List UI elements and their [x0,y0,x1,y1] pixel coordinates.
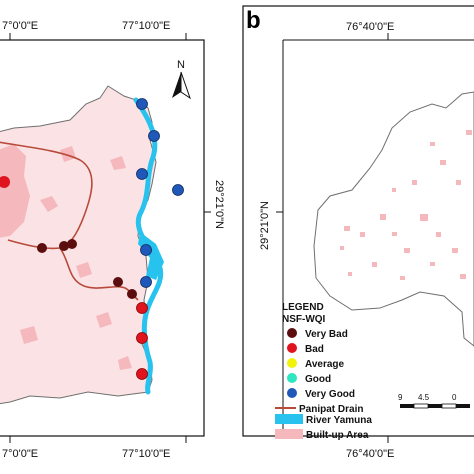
builtup-patch-a7 [110,156,126,170]
panel-a: 7°0'0"E 77°10'0"E 7°0'0"E 77°10'0"E 29°2… [0,20,225,460]
panel-b: b 76°40'0"E 76°40'0"E 29°21'0"N [242,5,474,460]
scale-label-0: 0 [452,393,457,402]
north-arrow: N [172,59,191,100]
legend-item-builtup: Built-up Area [275,429,369,441]
builtup-patch-a4 [20,326,38,344]
legend: LEGEND NSF-WQI Very Bad Bad Average Good… [275,302,372,441]
legend-item-very-good: Very Good [287,388,355,400]
svg-text:Bad: Bad [305,344,324,355]
legend-item-average: Average [287,358,345,370]
svg-text:Very Good: Very Good [305,389,355,400]
builtup-patch-a1 [40,196,58,212]
svg-text:Good: Good [305,374,331,385]
sample-point-very-bad [67,239,77,249]
legend-item-panipat-drain: Panipat Drain [275,404,363,415]
sample-point-bad [136,368,148,380]
scale-bar: 9 4.5 0 [398,393,470,409]
sample-point-very-good [172,184,184,196]
legend-item-very-bad: Very Bad [287,328,348,340]
scale-label-9: 9 [398,393,403,402]
river-yamuna-a-wide [138,232,164,280]
coord-bottom-b: 76°40'0"E [346,448,394,460]
builtup-patch-a3 [96,312,112,328]
svg-text:River Yamuna: River Yamuna [306,415,372,426]
svg-text:Panipat Drain: Panipat Drain [299,404,363,415]
svg-text:Average: Average [305,359,345,370]
svg-text:Built-up Area: Built-up Area [306,430,369,441]
coord-bottom-left: 7°0'0"E [2,448,38,460]
coord-top-right: 77°10'0"E [122,20,170,32]
sample-point-bad [0,176,10,188]
sample-point-very-bad [127,289,137,299]
legend-item-bad: Bad [287,343,324,355]
builtup-patch-a5 [118,356,132,370]
builtup-patches-b [340,130,472,280]
sample-point-very-good [140,244,152,256]
sample-point-bad [136,332,148,344]
legend-title: LEGEND [282,302,324,313]
legend-item-good: Good [287,373,331,385]
sample-point-very-bad [37,243,47,253]
coord-top-left: 7°0'0"E [2,20,38,32]
coord-top-b: 76°40'0"E [346,21,394,33]
district-area-b [313,91,474,347]
coord-right-lat: 29°21'0"N [213,180,225,229]
panipat-drain-a [0,141,139,301]
builtup-patch-a2 [76,262,92,278]
builtup-patch-a6 [60,146,76,162]
sample-point-very-good [140,276,152,288]
panel-a-frame [0,39,205,437]
north-label: N [177,59,185,71]
coord-left-lat-b: 29°21'0"N [259,201,271,250]
sample-point-very-good [136,168,148,180]
scale-label-4-5: 4.5 [418,393,430,402]
sample-point-very-good [136,98,148,110]
coord-bottom-right: 77°10'0"E [122,448,170,460]
svg-text:Very Bad: Very Bad [305,329,348,340]
builtup-main-a [0,144,30,238]
legend-subtitle: NSF-WQI [282,314,326,325]
legend-item-river-yamuna: River Yamuna [275,414,372,426]
panel-b-letter: b [246,7,261,34]
sample-point-bad [136,302,148,314]
sample-point-very-good [148,130,160,142]
sampling-points-a [0,98,184,380]
sample-point-very-bad [59,241,69,251]
district-area-a [0,85,157,405]
panel-b-frame [242,5,474,437]
sample-point-very-bad [113,277,123,287]
